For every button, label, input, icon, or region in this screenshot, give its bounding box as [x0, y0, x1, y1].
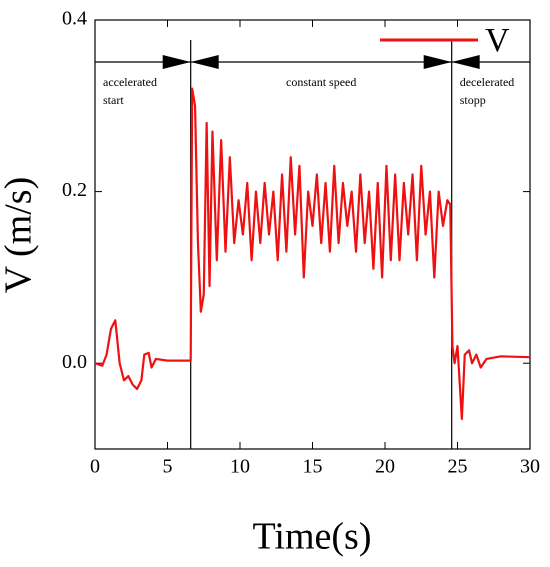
x-tick-label: 25: [448, 456, 468, 478]
y-axis-label: V (m/s): [0, 177, 40, 293]
y-tick-label: 0.2: [62, 179, 87, 201]
x-tick-label: 0: [90, 456, 100, 478]
phase-label: accelerated: [103, 75, 157, 89]
legend-label: V: [485, 22, 510, 59]
x-tick-label: 30: [520, 456, 540, 478]
x-tick-label: 15: [303, 456, 323, 478]
x-tick-label: 5: [163, 456, 173, 478]
y-tick-label: 0.4: [62, 8, 87, 30]
arrow-head: [190, 55, 219, 69]
phase-label: start: [103, 93, 124, 107]
phase-label: decelerated: [460, 75, 515, 89]
arrow-head: [423, 55, 452, 69]
phase-label: stopp: [460, 93, 486, 107]
y-tick-label: 0.0: [62, 351, 87, 373]
phase-label: constant speed: [286, 75, 356, 89]
arrow-head: [162, 55, 191, 69]
x-axis-label: Time(s): [253, 516, 372, 558]
data-line: [94, 87, 531, 421]
x-tick-label: 20: [375, 456, 395, 478]
x-tick-label: 10: [230, 456, 250, 478]
arrow-head: [451, 55, 480, 69]
